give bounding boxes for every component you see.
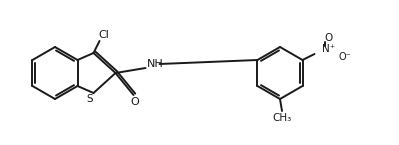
Text: O⁻: O⁻: [338, 52, 351, 62]
Text: N⁺: N⁺: [322, 44, 335, 54]
Text: O: O: [324, 33, 333, 43]
Text: CH₃: CH₃: [273, 113, 292, 123]
Text: S: S: [86, 94, 93, 104]
Text: Cl: Cl: [98, 30, 109, 40]
Text: NH: NH: [147, 59, 164, 69]
Text: O: O: [130, 97, 139, 107]
